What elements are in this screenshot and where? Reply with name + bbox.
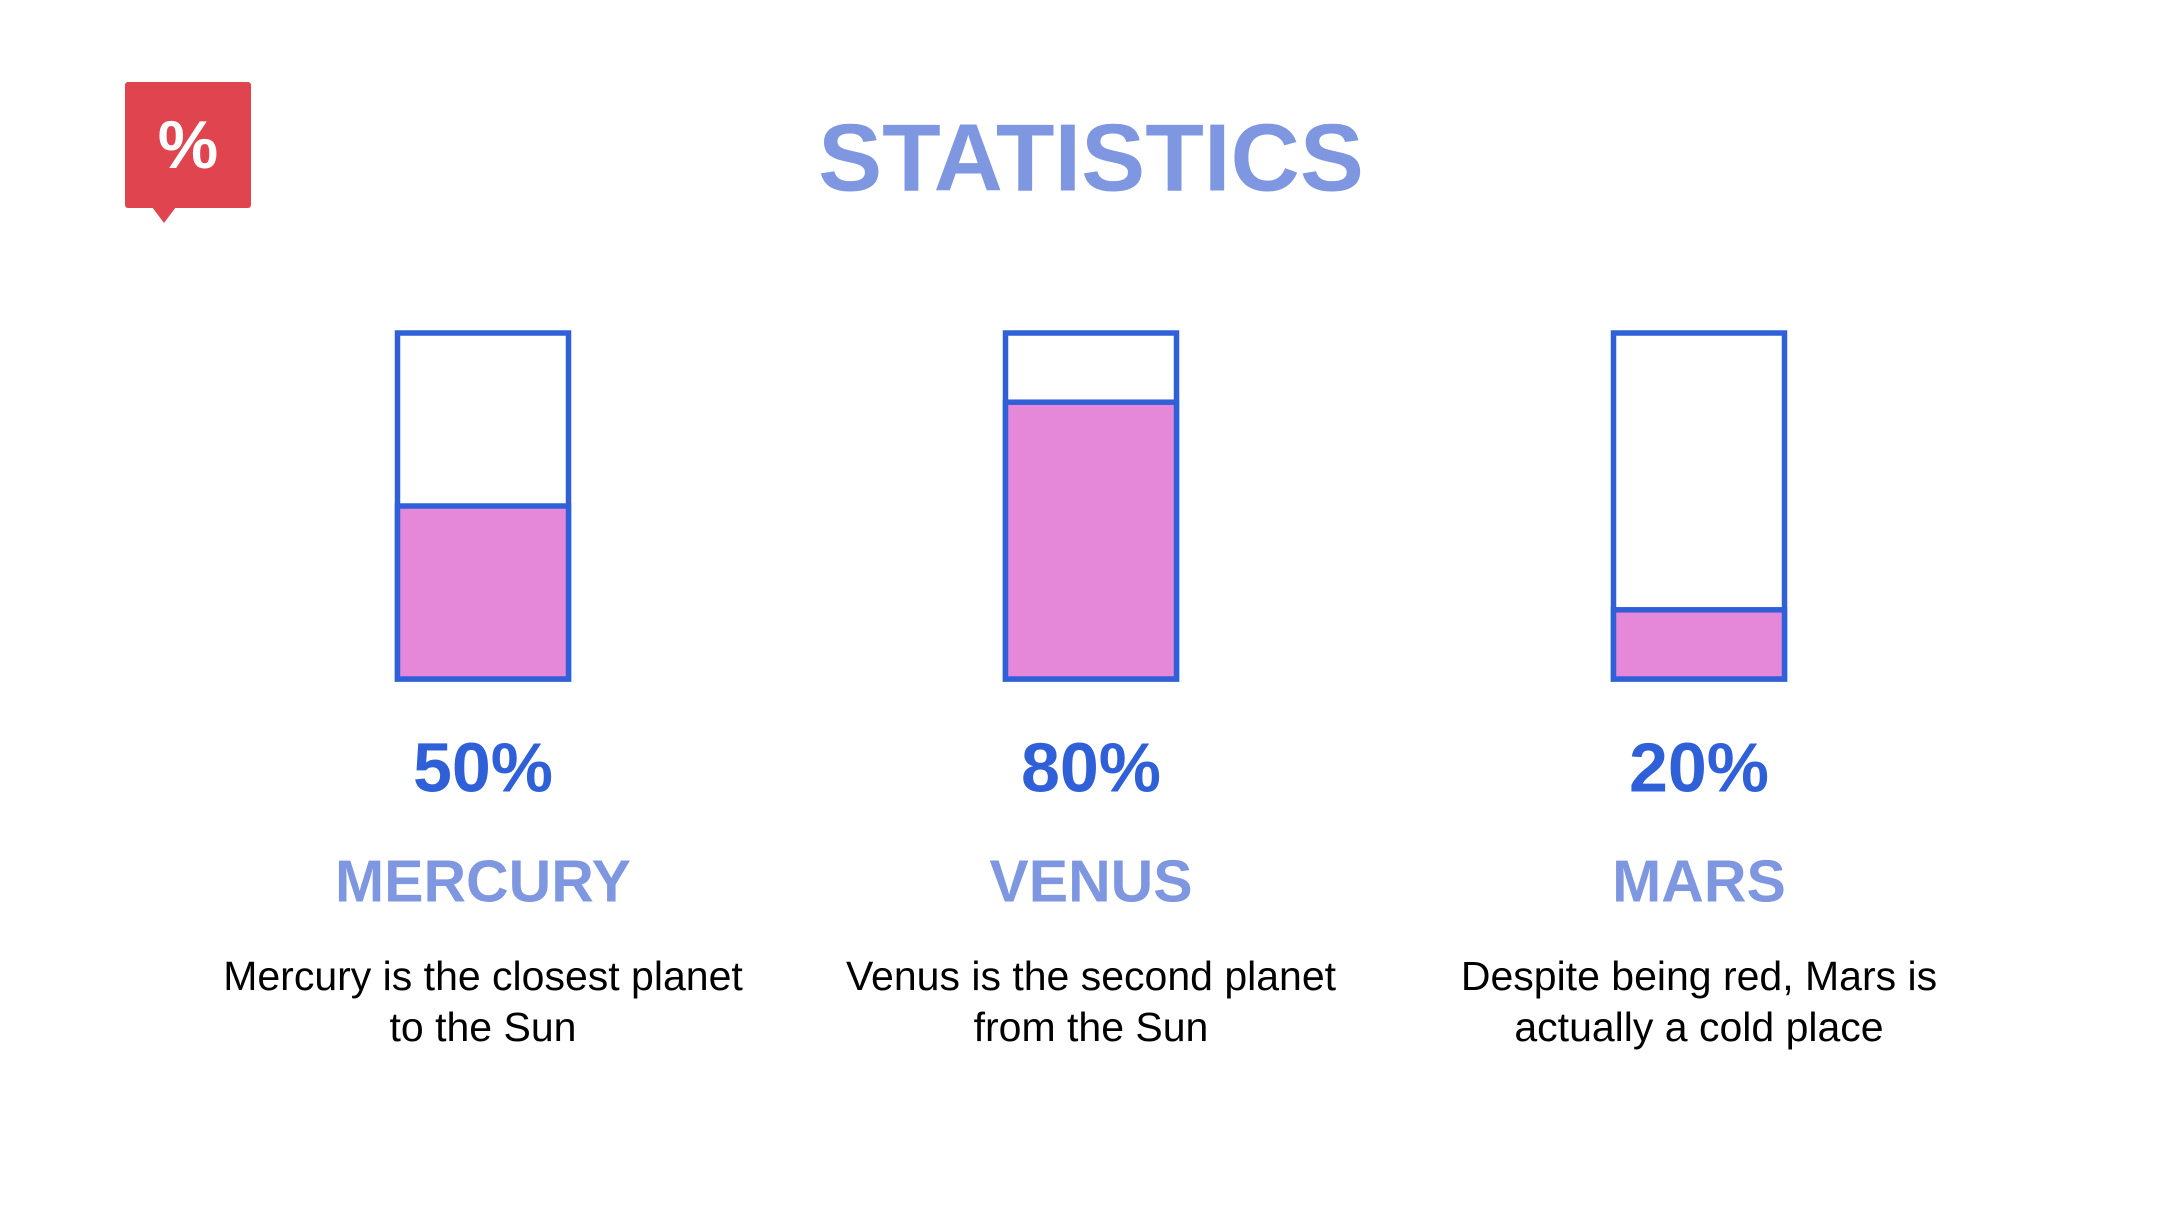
badge-box [125,82,251,208]
badge-text: % [158,107,218,183]
description: Mercury is the closest planet [223,953,743,999]
category-label: VENUS [989,849,1192,915]
category-label: MERCURY [335,849,631,915]
gauge-fill [394,503,572,682]
badge-icon: % [125,82,251,223]
chart-title: STATISTICS [818,104,1364,211]
description: Venus is the second planet [846,953,1337,999]
description: to the Sun [390,1004,577,1050]
gauge-fill [1610,607,1788,682]
gauge-fill [1002,399,1180,682]
value-label: 50% [413,728,553,806]
category-label: MARS [1612,849,1786,915]
value-label: 20% [1629,728,1769,806]
badge-pointer [152,207,176,223]
value-label: 80% [1021,728,1161,806]
description: from the Sun [974,1004,1209,1050]
description: actually a cold place [1514,1004,1883,1050]
description: Despite being red, Mars is [1461,953,1937,999]
